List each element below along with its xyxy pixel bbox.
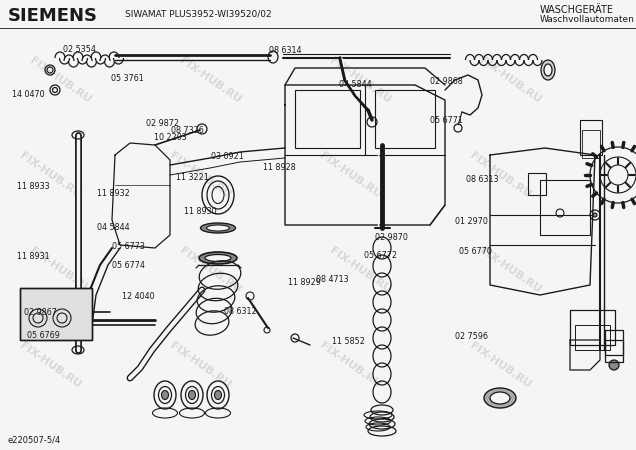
Circle shape — [593, 213, 597, 217]
Text: WASCHGERÄTE: WASCHGERÄTE — [540, 5, 614, 15]
Text: 04 5844: 04 5844 — [338, 80, 371, 89]
Text: FIX-HUB.RU: FIX-HUB.RU — [478, 55, 543, 105]
Text: 03 0921: 03 0921 — [211, 152, 244, 161]
Text: FIX-HUB.RU: FIX-HUB.RU — [177, 245, 242, 295]
Bar — [295, 90, 360, 148]
Bar — [605, 330, 623, 355]
Ellipse shape — [541, 60, 555, 80]
Text: 08 6313: 08 6313 — [466, 175, 499, 184]
Bar — [580, 120, 602, 155]
Bar — [570, 310, 615, 345]
Bar — [582, 130, 600, 158]
Text: FIX-HUB.RU: FIX-HUB.RU — [467, 340, 532, 390]
Text: 05 6772: 05 6772 — [364, 251, 397, 260]
Bar — [20, 288, 92, 340]
Text: 02 7596: 02 7596 — [455, 332, 488, 341]
Text: 11 5852: 11 5852 — [332, 337, 365, 346]
Text: FIX-HUB.RU: FIX-HUB.RU — [18, 150, 83, 200]
Text: e220507-5/4: e220507-5/4 — [8, 436, 61, 445]
Text: 14 0470: 14 0470 — [12, 90, 45, 99]
Ellipse shape — [188, 391, 195, 400]
Circle shape — [609, 360, 619, 370]
Text: 11 8928: 11 8928 — [263, 163, 296, 172]
Text: 02 9868: 02 9868 — [430, 77, 463, 86]
Ellipse shape — [205, 255, 231, 261]
Text: 05 6774: 05 6774 — [112, 261, 145, 270]
Text: FIX-HUB.RU: FIX-HUB.RU — [167, 150, 233, 200]
Text: 05 6770: 05 6770 — [459, 247, 492, 256]
Bar — [575, 325, 610, 350]
Ellipse shape — [490, 392, 510, 404]
Text: 08 7326: 08 7326 — [171, 126, 204, 135]
Bar — [528, 173, 546, 195]
Text: FIX-HUB.RU: FIX-HUB.RU — [328, 55, 392, 105]
Text: FIX-HUB.RU: FIX-HUB.RU — [27, 245, 92, 295]
Text: FIX-HUB.RU: FIX-HUB.RU — [328, 245, 392, 295]
Text: 05 6771: 05 6771 — [430, 116, 463, 125]
Text: 11 3221: 11 3221 — [176, 173, 209, 182]
Text: 01 2970: 01 2970 — [455, 217, 488, 226]
Text: FIX-HUB.RU: FIX-HUB.RU — [317, 340, 382, 390]
Text: 05 3761: 05 3761 — [111, 74, 144, 83]
Text: 02 5354: 02 5354 — [63, 45, 96, 54]
Text: 11 8932: 11 8932 — [97, 189, 130, 198]
Text: FIX-HUB.RU: FIX-HUB.RU — [177, 55, 242, 105]
Text: 11 8930: 11 8930 — [184, 207, 217, 216]
Text: 10 2203: 10 2203 — [154, 133, 187, 142]
Ellipse shape — [544, 64, 552, 76]
Text: FIX-HUB.RU: FIX-HUB.RU — [18, 340, 83, 390]
Text: 02 9870: 02 9870 — [375, 233, 408, 242]
Text: FIX-HUB.RU: FIX-HUB.RU — [478, 245, 543, 295]
Bar — [20, 288, 92, 340]
Text: FIX-HUB.RU: FIX-HUB.RU — [467, 150, 532, 200]
Text: SIWAMAT PLUS3952-WI39520/02: SIWAMAT PLUS3952-WI39520/02 — [125, 9, 272, 18]
Text: FIX-HUB.RU: FIX-HUB.RU — [27, 55, 92, 105]
Bar — [605, 340, 623, 362]
Ellipse shape — [214, 391, 221, 400]
Ellipse shape — [200, 223, 235, 233]
Text: 02 9867: 02 9867 — [24, 308, 57, 317]
Text: 08 6314: 08 6314 — [268, 46, 301, 55]
Text: 12 4040: 12 4040 — [122, 292, 155, 301]
Bar — [540, 180, 590, 235]
Ellipse shape — [207, 225, 230, 231]
Text: SIEMENS: SIEMENS — [8, 7, 98, 25]
Bar — [375, 90, 435, 148]
Ellipse shape — [199, 252, 237, 264]
Text: 08 6312: 08 6312 — [224, 307, 257, 316]
Ellipse shape — [162, 391, 169, 400]
Text: FIX-HUB.RU: FIX-HUB.RU — [167, 340, 233, 390]
Text: 02 9872: 02 9872 — [146, 119, 179, 128]
Text: Waschvollautomaten: Waschvollautomaten — [540, 15, 635, 24]
Text: 05 6773: 05 6773 — [112, 242, 145, 251]
Text: 08 4713: 08 4713 — [315, 275, 349, 284]
Text: FIX-HUB.RU: FIX-HUB.RU — [317, 150, 382, 200]
Text: 11 8931: 11 8931 — [17, 252, 50, 261]
Text: 11 8929: 11 8929 — [287, 278, 321, 287]
Bar — [0, 0, 636, 28]
Text: 05 6769: 05 6769 — [27, 331, 60, 340]
Text: 11 8933: 11 8933 — [17, 182, 50, 191]
Ellipse shape — [484, 388, 516, 408]
Text: 04 5844: 04 5844 — [97, 223, 130, 232]
